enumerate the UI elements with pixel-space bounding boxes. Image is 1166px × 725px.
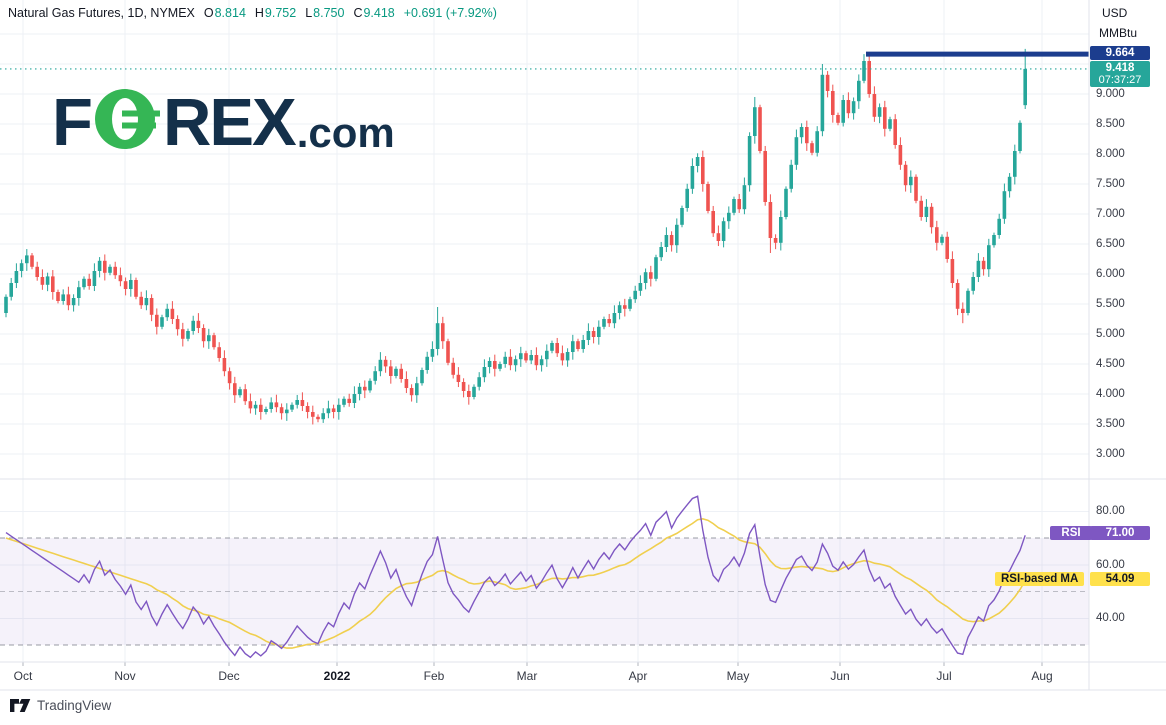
price-axis-label[interactable]: 6.500 [1096,238,1125,250]
rsi-axis-label[interactable]: 40.00 [1096,612,1125,625]
time-axis-label[interactable]: Mar [516,669,538,683]
price-axis-label[interactable]: 4.500 [1096,358,1125,370]
forex-logo-letters-rex: REX [162,84,297,160]
legend-close: C 9.418 [353,6,395,20]
time-axis-label[interactable]: May [726,669,750,683]
time-axis-label[interactable]: Oct [13,669,33,683]
time-axis-label[interactable]: Nov [114,669,136,683]
forex-logo-dotcom: .com [296,109,395,156]
forex-logo-o-icon [94,89,160,149]
legend-high: H 9.752 [254,6,297,20]
price-axis-label[interactable]: 8.500 [1096,118,1125,130]
price-axis-label[interactable]: 6.000 [1096,268,1125,280]
last-price-badge: 9.418 07:37:27 [1090,60,1150,87]
rsi-indicator-tag: RSI [1050,526,1092,541]
time-axis-label[interactable]: Jun [830,669,850,683]
price-axis-label[interactable]: 7.000 [1096,208,1125,220]
bar-countdown: 07:37:27 [1098,73,1142,86]
tradingview-brand-text: TradingView [37,698,112,713]
time-axis-label[interactable]: Feb [423,669,445,683]
time-axis-label[interactable]: 2022 [323,669,351,683]
time-axis-label[interactable]: Apr [628,669,648,683]
rsi-ma-value-badge: 54.09 [1090,571,1150,586]
rsi-ma-tag: RSI-based MA [995,571,1085,586]
symbol-title[interactable]: Natural Gas Futures, 1D, NYMEX [8,6,195,20]
price-axis-label[interactable]: 9.000 [1096,88,1125,100]
axis-currency-label: USD [1102,6,1128,20]
price-axis-label[interactable]: 5.500 [1096,298,1125,310]
forex-logo-letter-f: F [52,84,93,160]
price-axis-label[interactable]: 8.000 [1096,148,1125,160]
legend-open: O 8.814 [203,6,246,20]
legend-change: +0.691 (+7.92%) [403,6,497,20]
price-axis-label[interactable]: 3.500 [1096,418,1125,430]
time-axis-label[interactable]: Jul [936,669,952,683]
tradingview-logo-icon [10,699,31,712]
tradingview-attribution[interactable]: TradingView [10,698,111,713]
rsi-value-badge: 71.00 [1090,526,1150,541]
price-axis-label[interactable]: 5.000 [1096,328,1125,340]
axis-unit-label: MMBtu [1099,26,1138,40]
rsi-axis-label[interactable]: 80.00 [1096,505,1125,518]
rsi-axis-label[interactable]: 60.00 [1096,558,1125,571]
time-axis-label[interactable]: Aug [1031,669,1053,683]
forex-com-logo: F REX .com [52,84,395,160]
legend-low: L 8.750 [305,6,345,20]
price-axis-label[interactable]: 3.000 [1096,448,1125,460]
time-axis-label[interactable]: Dec [218,669,240,683]
level-price-badge: 9.664 [1090,46,1150,61]
price-axis-label[interactable]: 4.000 [1096,388,1125,400]
price-axis-label[interactable]: 7.500 [1096,178,1125,190]
